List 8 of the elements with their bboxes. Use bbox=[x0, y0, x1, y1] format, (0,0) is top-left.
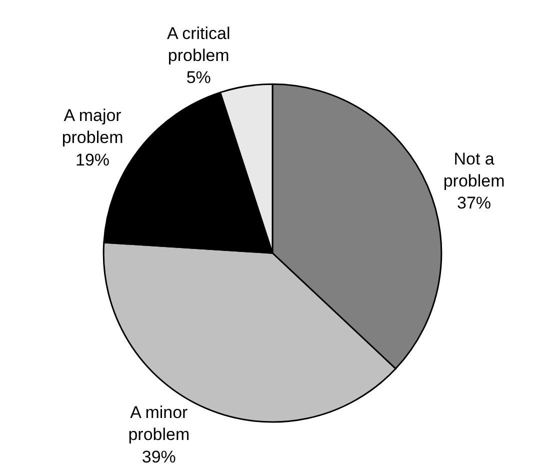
slice-label: Not a problem bbox=[443, 149, 505, 191]
data-label: 39% bbox=[142, 447, 176, 466]
data-label: 5% bbox=[186, 68, 211, 88]
slice-label: A major problem bbox=[62, 106, 124, 148]
slice-label: A critical problem bbox=[166, 24, 230, 65]
data-label: 19% bbox=[76, 150, 110, 170]
data-label: 37% bbox=[457, 194, 492, 213]
slice-label: A minor problem bbox=[128, 403, 190, 444]
